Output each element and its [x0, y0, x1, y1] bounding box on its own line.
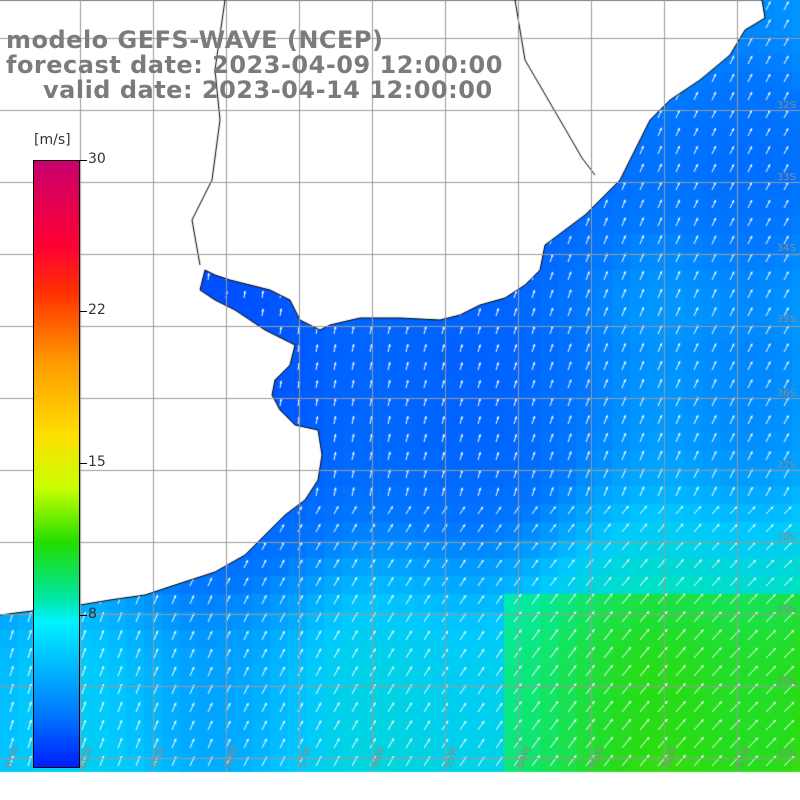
colorbar-tick [80, 160, 87, 161]
valid-date: valid date: 2023-04-14 12:00:00 [43, 76, 493, 104]
colorbar-tick [80, 311, 87, 312]
colorbar-tick [80, 615, 87, 616]
colorbar-tick-label: 15 [88, 454, 106, 470]
colorbar [33, 160, 80, 768]
map-title: modelo GEFS-WAVE (NCEP) forecast date: 2… [6, 28, 503, 103]
model-title: modelo GEFS-WAVE (NCEP) [6, 26, 384, 54]
colorbar-tick [80, 463, 87, 464]
colorbar-unit-label: [m/s] [34, 132, 71, 148]
colorbar-tick-label: 22 [88, 302, 106, 318]
forecast-date: forecast date: 2023-04-09 12:00:00 [6, 51, 503, 79]
colorbar-tick-label: 30 [88, 151, 106, 167]
colorbar-tick-label: 8 [88, 606, 97, 622]
